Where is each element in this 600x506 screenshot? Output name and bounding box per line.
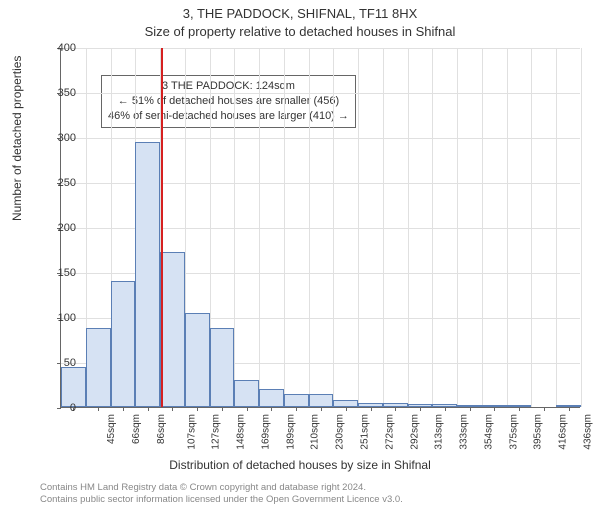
gridline-v: [581, 48, 582, 407]
xtick-label: 66sqm: [131, 414, 142, 444]
xtick-mark: [494, 407, 495, 411]
annotation-box: 3 THE PADDOCK: 124sqm ← 51% of detached …: [101, 75, 356, 128]
gridline-v: [507, 48, 508, 407]
xtick-mark: [519, 407, 520, 411]
ytick-label: 100: [42, 312, 76, 324]
annotation-line-1: 3 THE PADDOCK: 124sqm: [108, 79, 349, 94]
xtick-mark: [123, 407, 124, 411]
gridline-v: [333, 48, 334, 407]
xtick-label: 416sqm: [558, 414, 569, 450]
histogram-bar: [135, 142, 160, 408]
xtick-mark: [346, 407, 347, 411]
histogram-bar: [86, 328, 111, 407]
xtick-mark: [271, 407, 272, 411]
histogram-bar: [234, 380, 259, 407]
xtick-mark: [222, 407, 223, 411]
histogram-bar: [309, 394, 334, 408]
xtick-label: 375sqm: [508, 414, 519, 450]
gridline-v: [531, 48, 532, 407]
xtick-label: 251sqm: [360, 414, 371, 450]
xtick-mark: [445, 407, 446, 411]
xtick-mark: [197, 407, 198, 411]
xtick-label: 45sqm: [106, 414, 117, 444]
ytick-label: 400: [42, 42, 76, 54]
gridline-v: [482, 48, 483, 407]
histogram-bar: [284, 394, 309, 408]
xtick-mark: [470, 407, 471, 411]
histogram-bar: [185, 313, 210, 408]
ytick-label: 350: [42, 87, 76, 99]
xtick-mark: [420, 407, 421, 411]
xtick-mark: [395, 407, 396, 411]
xtick-label: 86sqm: [156, 414, 167, 444]
histogram-bar: [111, 281, 136, 407]
gridline-v: [358, 48, 359, 407]
annotation-line-2: ← 51% of detached houses are smaller (45…: [108, 94, 349, 109]
xtick-mark: [98, 407, 99, 411]
plot-area: 3 THE PADDOCK: 124sqm ← 51% of detached …: [60, 48, 580, 408]
xtick-label: 436sqm: [582, 414, 593, 450]
ytick-label: 0: [42, 402, 76, 414]
histogram-bar: [259, 389, 284, 407]
footnote-line-2: Contains public sector information licen…: [40, 494, 403, 506]
gridline-v: [457, 48, 458, 407]
annotation-line-3: 46% of semi-detached houses are larger (…: [108, 109, 349, 124]
xtick-label: 107sqm: [186, 414, 197, 450]
xtick-label: 333sqm: [459, 414, 470, 450]
xtick-label: 354sqm: [483, 414, 494, 450]
xtick-label: 292sqm: [409, 414, 420, 450]
xtick-mark: [544, 407, 545, 411]
ytick-label: 50: [42, 357, 76, 369]
marker-line: [161, 48, 163, 407]
xtick-mark: [321, 407, 322, 411]
gridline-h: [61, 138, 580, 139]
xtick-mark: [296, 407, 297, 411]
xtick-label: 395sqm: [533, 414, 544, 450]
chart-title-main: 3, THE PADDOCK, SHIFNAL, TF11 8HX: [0, 6, 600, 21]
xtick-mark: [172, 407, 173, 411]
gridline-v: [408, 48, 409, 407]
ytick-label: 300: [42, 132, 76, 144]
ytick-label: 150: [42, 267, 76, 279]
chart-container: 3, THE PADDOCK, SHIFNAL, TF11 8HX Size o…: [0, 0, 600, 500]
gridline-v: [383, 48, 384, 407]
xtick-mark: [371, 407, 372, 411]
gridline-h: [61, 93, 580, 94]
ytick-label: 200: [42, 222, 76, 234]
gridline-v: [234, 48, 235, 407]
xtick-label: 148sqm: [236, 414, 247, 450]
xtick-mark: [569, 407, 570, 411]
histogram-bar: [160, 252, 185, 407]
histogram-bar: [333, 400, 358, 407]
xtick-label: 169sqm: [261, 414, 272, 450]
xtick-mark: [148, 407, 149, 411]
xtick-label: 230sqm: [335, 414, 346, 450]
xtick-label: 272sqm: [384, 414, 395, 450]
chart-title-sub: Size of property relative to detached ho…: [0, 24, 600, 39]
y-axis-label: Number of detached properties: [10, 56, 24, 221]
xtick-label: 189sqm: [285, 414, 296, 450]
xtick-mark: [247, 407, 248, 411]
histogram-bar: [210, 328, 235, 407]
ytick-label: 250: [42, 177, 76, 189]
footnote-line-1: Contains HM Land Registry data © Crown c…: [40, 482, 366, 494]
gridline-v: [432, 48, 433, 407]
histogram-bar: [61, 367, 86, 408]
xtick-label: 313sqm: [434, 414, 445, 450]
x-axis-label: Distribution of detached houses by size …: [0, 458, 600, 472]
xtick-label: 127sqm: [211, 414, 222, 450]
gridline-v: [284, 48, 285, 407]
gridline-v: [259, 48, 260, 407]
gridline-h: [61, 48, 580, 49]
gridline-v: [309, 48, 310, 407]
xtick-label: 210sqm: [310, 414, 321, 450]
gridline-v: [556, 48, 557, 407]
